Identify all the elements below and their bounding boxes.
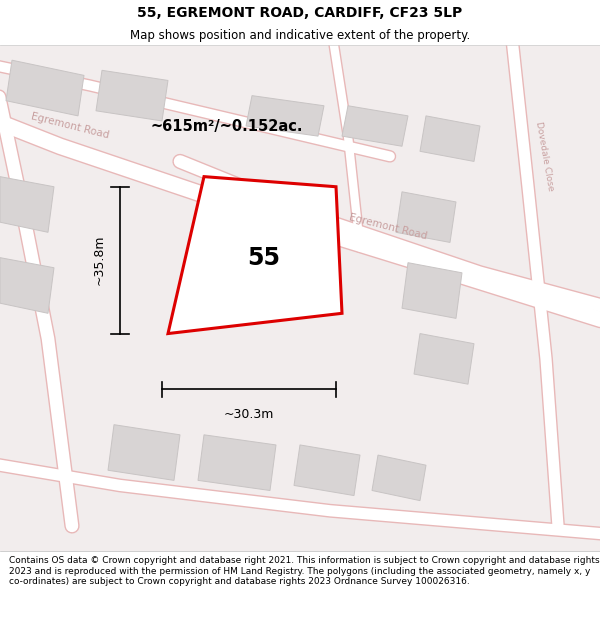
Polygon shape xyxy=(342,106,408,146)
Text: 55: 55 xyxy=(248,246,281,269)
Polygon shape xyxy=(96,70,168,121)
Polygon shape xyxy=(246,96,324,136)
Text: 55, EGREMONT ROAD, CARDIFF, CF23 5LP: 55, EGREMONT ROAD, CARDIFF, CF23 5LP xyxy=(137,6,463,19)
Polygon shape xyxy=(402,262,462,318)
Text: Egremont Road: Egremont Road xyxy=(30,111,110,141)
Polygon shape xyxy=(294,445,360,496)
Polygon shape xyxy=(420,116,480,161)
Text: Map shows position and indicative extent of the property.: Map shows position and indicative extent… xyxy=(130,29,470,42)
Polygon shape xyxy=(6,60,84,116)
Polygon shape xyxy=(0,177,54,232)
Polygon shape xyxy=(414,334,474,384)
Text: ~30.3m: ~30.3m xyxy=(224,408,274,421)
Polygon shape xyxy=(198,435,276,491)
Text: ~615m²/~0.152ac.: ~615m²/~0.152ac. xyxy=(150,119,302,134)
Polygon shape xyxy=(372,455,426,501)
Polygon shape xyxy=(396,192,456,242)
Text: Contains OS data © Crown copyright and database right 2021. This information is : Contains OS data © Crown copyright and d… xyxy=(9,556,599,586)
Text: Dovedale Close: Dovedale Close xyxy=(534,121,555,192)
Polygon shape xyxy=(168,177,342,334)
Text: Egremont Road: Egremont Road xyxy=(348,213,428,242)
Polygon shape xyxy=(108,425,180,481)
Polygon shape xyxy=(0,258,54,313)
Polygon shape xyxy=(0,45,600,551)
Text: ~35.8m: ~35.8m xyxy=(92,235,106,286)
